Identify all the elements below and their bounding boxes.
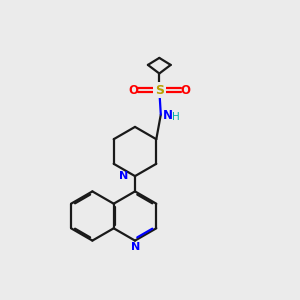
- Text: H: H: [172, 112, 180, 122]
- Text: N: N: [131, 242, 140, 252]
- Text: N: N: [119, 170, 128, 181]
- Text: O: O: [180, 83, 190, 97]
- Text: N: N: [162, 109, 172, 122]
- Text: S: S: [155, 83, 164, 97]
- Text: O: O: [128, 83, 138, 97]
